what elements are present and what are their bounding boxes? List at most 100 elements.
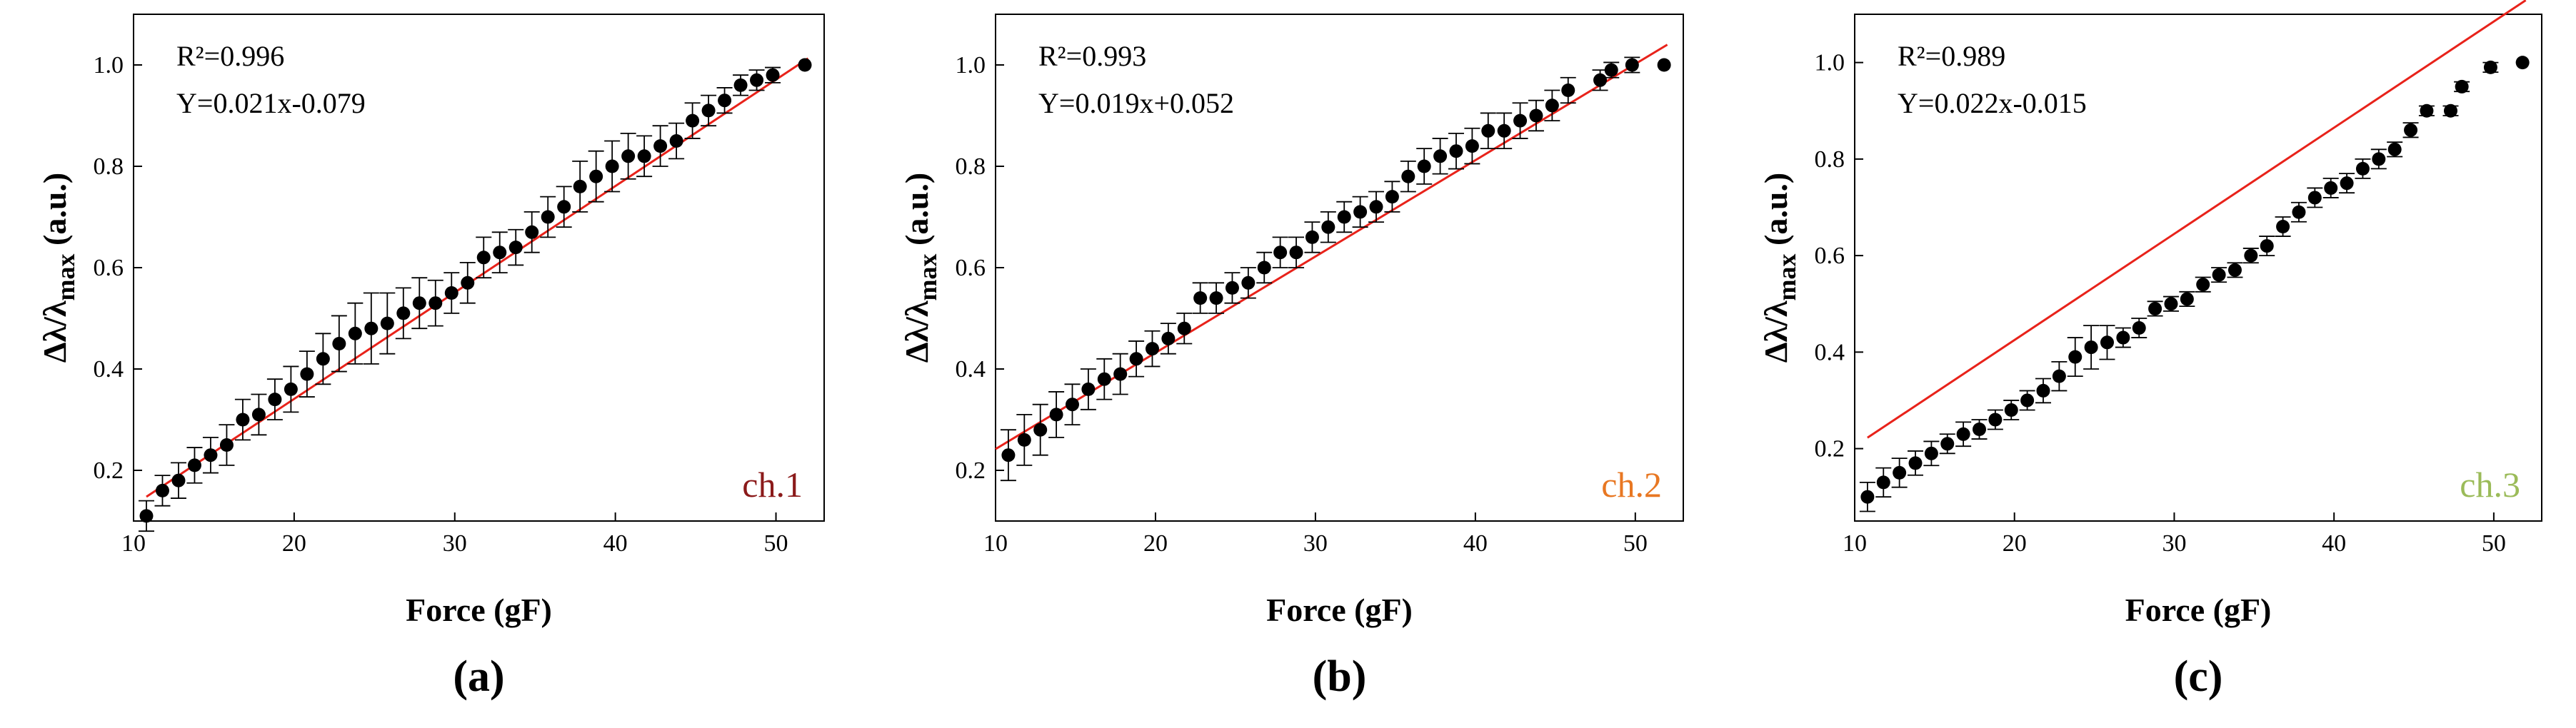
- equation-annotation: Y=0.019x+0.052: [1038, 87, 1234, 119]
- y-axis-label-main: Δλ/λ: [898, 300, 935, 363]
- chart-panel-b: 10 20 30 40 50 0.2 0.4 0.6 0.8 1.0 R²=0.993 Y=0.019…: [858, 0, 1717, 728]
- data-point: [1273, 246, 1288, 260]
- y-tick-label: 0.8: [1815, 146, 1845, 173]
- data-point: [1321, 220, 1335, 234]
- data-point: [1145, 342, 1159, 356]
- data-point: [2515, 56, 2530, 70]
- data-point: [1065, 398, 1079, 412]
- y-tick-label: 0.6: [956, 255, 986, 281]
- data-point: [1193, 291, 1208, 305]
- data-point: [1513, 113, 1528, 128]
- data-point: [380, 316, 394, 330]
- data-point: [1465, 139, 1479, 153]
- y-tick-label: 1.0: [94, 52, 124, 79]
- channel-label: ch.3: [2460, 465, 2520, 505]
- data-point: [621, 149, 636, 163]
- data-point: [268, 393, 282, 407]
- data-point: [2276, 220, 2290, 234]
- data-point: [2244, 248, 2258, 263]
- data-point: [1908, 456, 1923, 470]
- data-point: [429, 296, 443, 310]
- equation-annotation: Y=0.022x-0.015: [1898, 87, 2087, 119]
- y-tick-label: 0.8: [956, 153, 986, 180]
- data-point: [669, 134, 683, 148]
- data-point: [1529, 108, 1543, 123]
- data-point: [1988, 413, 2003, 427]
- data-point: [1081, 382, 1096, 396]
- data-point: [701, 103, 716, 118]
- data-point: [1161, 331, 1176, 345]
- data-point: [1257, 261, 1271, 275]
- data-point: [1113, 367, 1128, 381]
- panel-label: (b): [1313, 652, 1367, 701]
- data-point: [1017, 433, 1031, 447]
- channel-label: ch.1: [742, 465, 803, 505]
- data-point: [1049, 408, 1063, 422]
- x-tick-label: 50: [764, 530, 788, 557]
- data-point: [332, 337, 346, 350]
- data-point: [461, 275, 475, 290]
- data-point: [412, 296, 426, 310]
- y-tick-label: 0.6: [1815, 243, 1845, 269]
- y-axis-label: Δλ/λmax (a.u.): [1758, 173, 1801, 363]
- data-point: [2020, 393, 2035, 408]
- data-point: [1289, 246, 1303, 260]
- chart-b-svg: 10 20 30 40 50 0.2 0.4 0.6 0.8 1.0 R²=0.993 Y=0.019…: [898, 14, 1684, 701]
- data-point: [1033, 423, 1048, 437]
- data-point: [1401, 169, 1415, 183]
- data-point: [284, 382, 298, 396]
- data-point: [1433, 149, 1448, 163]
- data-point: [2148, 301, 2162, 315]
- y-axis-label: Δλ/λmax (a.u.): [898, 173, 942, 363]
- data-point: [557, 200, 571, 214]
- data-point: [750, 73, 764, 87]
- x-tick-label: 50: [1623, 530, 1648, 557]
- y-tick-label: 0.4: [956, 356, 986, 383]
- data-point: [1973, 423, 1987, 437]
- data-point: [1481, 123, 1495, 138]
- data-point: [1225, 280, 1239, 295]
- data-point: [525, 225, 539, 239]
- data-point: [444, 286, 458, 300]
- data-point: [1097, 372, 1111, 386]
- data-point: [204, 448, 218, 462]
- data-point: [733, 78, 748, 92]
- data-point: [2036, 383, 2050, 398]
- data-point: [1417, 159, 1431, 173]
- data-point: [251, 408, 266, 422]
- x-axis-label: Force (gF): [1266, 592, 1413, 628]
- data-point: [508, 241, 523, 255]
- x-tick-label: 20: [1143, 530, 1168, 557]
- data-point: [300, 367, 314, 381]
- data-point: [2100, 335, 2114, 350]
- data-point: [1545, 98, 1559, 113]
- chart-panel-c: 10 20 30 40 50 0.2 0.4 0.6 0.8 1.0 R²=0.989 Y=0.022…: [1717, 0, 2575, 728]
- data-point: [2212, 268, 2226, 282]
- data-point: [1876, 475, 1890, 490]
- plot-frame: [1854, 14, 2542, 522]
- data-point: [2387, 142, 2402, 156]
- x-tick-label: 40: [2322, 530, 2346, 557]
- data-point: [2404, 123, 2418, 137]
- data-point: [686, 113, 700, 128]
- data-point: [2443, 103, 2457, 118]
- data-point: [1305, 230, 1319, 244]
- y-axis-label-main: Δλ/λ: [1758, 300, 1794, 363]
- data-point: [1449, 144, 1463, 158]
- data-point: [1593, 73, 1608, 87]
- data-point: [2355, 161, 2370, 176]
- data-point: [718, 93, 732, 108]
- r2-annotation: R²=0.989: [1898, 40, 2005, 72]
- data-point: [493, 246, 507, 260]
- data-point: [1924, 446, 1938, 460]
- data-point: [1561, 84, 1575, 97]
- y-tick-label: 1.0: [956, 52, 986, 79]
- panel-label: (a): [453, 652, 504, 701]
- chart-panel-a: 10 20 30 40 50 0.2 0.4 0.6 0.8 1.0 R²=0.996 Y=0.021…: [0, 0, 858, 728]
- data-point: [1604, 63, 1618, 77]
- y-tick-label: 0.8: [94, 153, 124, 180]
- data-point: [2227, 263, 2242, 277]
- data-point: [653, 139, 668, 153]
- data-point: [2164, 297, 2178, 311]
- data-point: [1209, 291, 1223, 305]
